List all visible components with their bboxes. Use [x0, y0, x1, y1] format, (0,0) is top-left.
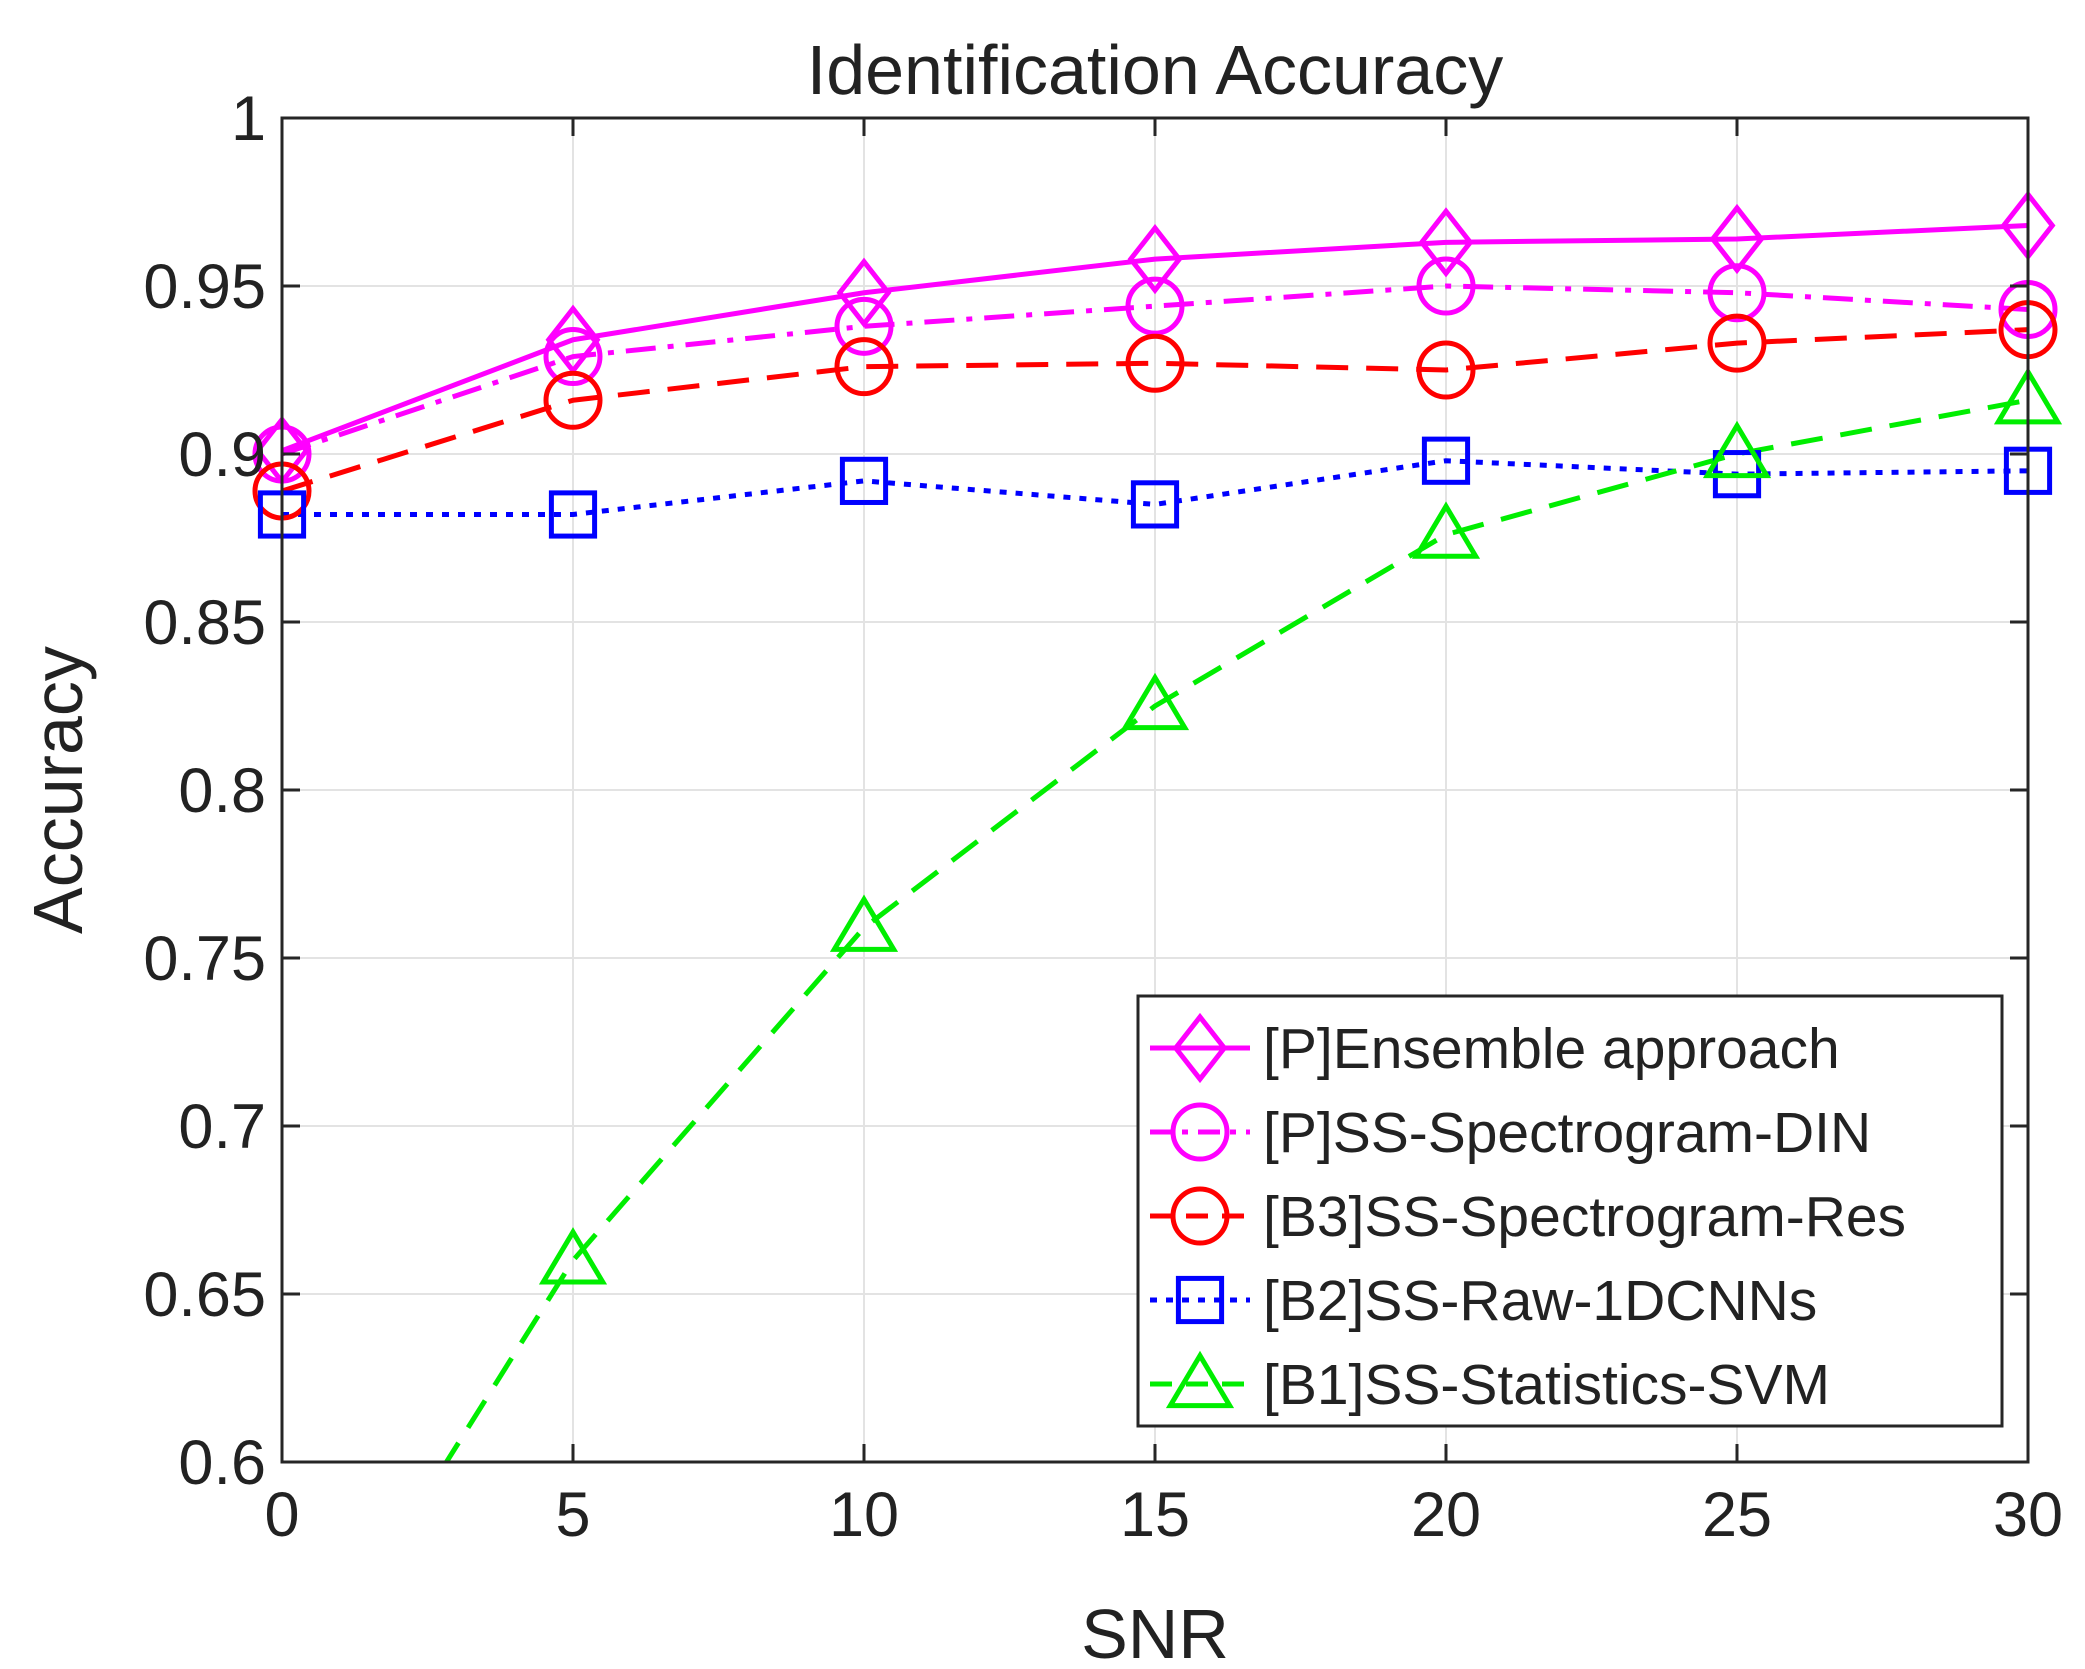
series-1-point — [1418, 207, 1474, 278]
series-2-point — [1707, 263, 1767, 323]
y-tick-label: 0.85 — [143, 588, 266, 658]
series-4-point — [1130, 480, 1180, 529]
legend-label-2: [P]SS-Spectrogram-DIN — [1263, 1101, 1871, 1165]
x-tick-label: 10 — [829, 1480, 899, 1550]
legend-marker-5 — [1165, 1350, 1235, 1409]
series-1-point — [836, 257, 892, 328]
series-4-point — [548, 490, 598, 539]
series-2-point — [834, 296, 894, 356]
series-2-point — [543, 327, 603, 387]
x-tick-label: 0 — [264, 1480, 299, 1550]
series-3-point — [1416, 340, 1476, 400]
series-line-2 — [282, 283, 2028, 457]
y-tick-label: 0.6 — [178, 1428, 266, 1498]
y-tick-label: 0.75 — [143, 924, 266, 994]
legend-label-5: [B1]SS-Statistics-SVM — [1263, 1353, 1830, 1417]
x-tick-label: 5 — [555, 1480, 590, 1550]
series-line-1 — [282, 223, 2028, 453]
x-tick-label: 20 — [1411, 1480, 1481, 1550]
legend-box — [1136, 994, 2004, 1428]
chart-title: Identification Accuracy — [807, 31, 1503, 109]
x-tick-label: 25 — [1702, 1480, 1772, 1550]
legend-label-4: [B2]SS-Raw-1DCNNs — [1263, 1269, 1817, 1333]
legend-marker-3 — [1170, 1186, 1230, 1246]
series-5-point — [538, 1227, 608, 1285]
series-3-point — [834, 337, 894, 397]
legend-marker-2 — [1170, 1102, 1230, 1162]
series-3-point — [1125, 333, 1185, 393]
legend-label-1: [P]Ensemble approach — [1263, 1017, 1840, 1081]
series-1-point — [1709, 203, 1765, 275]
legend-label-3: [B3]SS-Spectrogram-Res — [1263, 1185, 1906, 1249]
legend-marker-4 — [1175, 1275, 1225, 1325]
series-4-point — [1421, 436, 1471, 485]
legend-marker-1 — [1172, 1012, 1228, 1084]
x-tick-label: 30 — [1993, 1480, 2063, 1550]
series-line-5 — [443, 397, 2028, 1462]
y-tick-label: 0.9 — [178, 420, 266, 490]
y-tick-label: 0.65 — [143, 1260, 266, 1330]
series-line-3 — [282, 327, 2028, 494]
x-tick-label: 15 — [1120, 1480, 1190, 1550]
series-3-point — [543, 370, 603, 430]
series-3-point — [1707, 313, 1767, 373]
series-5-point — [829, 894, 899, 952]
series-5-point — [1120, 672, 1190, 731]
y-axis-label: Accuracy — [19, 646, 97, 934]
series-5-point — [1411, 501, 1481, 559]
series-4-point — [839, 456, 889, 505]
y-tick-label: 0.7 — [178, 1092, 266, 1162]
y-tick-label: 0.95 — [143, 252, 266, 322]
series-2-point — [1416, 256, 1476, 316]
x-axis-label: SNR — [1081, 1595, 1229, 1669]
y-tick-label: 0.8 — [178, 756, 266, 826]
series-1-point — [1127, 224, 1183, 295]
series-2-point — [1125, 276, 1185, 336]
axis-ticks — [280, 116, 2030, 1464]
series-5-point — [1702, 420, 1772, 479]
y-tick-label: 1 — [231, 84, 266, 154]
tick-labels: 0 5 10 15 20 25 30 0.6 0.65 0.7 0.75 0.8 0.85 0.9 0.95… — [143, 84, 2063, 1550]
legend: [P]Ensemble approach [P]SS-Spectrogram-DI… — [1136, 994, 2004, 1428]
